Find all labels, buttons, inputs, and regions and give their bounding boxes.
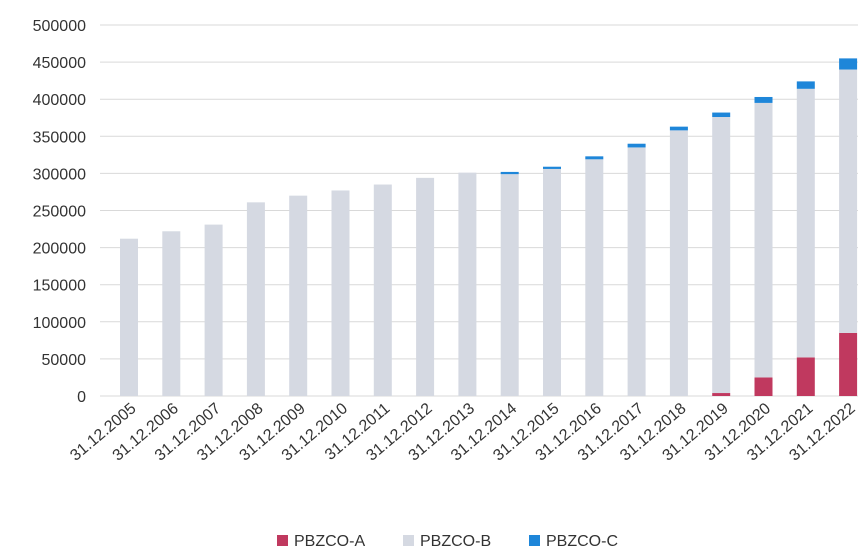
bar-pbzco-b-31.12.2018	[669, 130, 688, 396]
legend-label: PBZCO-C	[546, 533, 618, 550]
y-tick-label: 150000	[33, 278, 86, 295]
grid-lines	[100, 24, 858, 397]
bar-pbzco-b-31.12.2009	[289, 195, 308, 396]
bar-pbzco-c-31.12.2021	[796, 81, 815, 89]
bar-pbzco-c-31.12.2015	[543, 166, 561, 169]
legend-label: PBZCO-A	[294, 533, 365, 550]
bar-pbzco-b-31.12.2010	[331, 190, 350, 396]
bar-pbzco-b-31.12.2008	[246, 202, 265, 396]
bar-pbzco-b-31.12.2006	[162, 231, 181, 396]
bar-pbzco-c-31.12.2014	[500, 171, 519, 175]
legend-label: PBZCO-B	[420, 533, 491, 550]
bar-pbzco-b-31.12.2021	[796, 88, 815, 358]
bar-pbzco-b-31.12.2013	[458, 172, 477, 396]
bar-pbzco-b-31.12.2022	[839, 69, 858, 333]
bar-pbzco-c-31.12.2019	[712, 112, 731, 118]
bar-pbzco-b-31.12.2011	[373, 184, 392, 396]
y-tick-label: 100000	[33, 315, 86, 332]
y-tick-label: 250000	[33, 204, 86, 221]
bar-pbzco-b-31.12.2019	[712, 117, 731, 394]
legend-swatch	[403, 535, 414, 546]
bar-pbzco-b-31.12.2014	[500, 174, 519, 396]
bars	[120, 58, 858, 396]
bar-pbzco-b-31.12.2015	[543, 168, 561, 396]
bar-pbzco-c-31.12.2016	[585, 156, 604, 160]
bar-pbzco-b-31.12.2016	[585, 159, 604, 396]
bar-pbzco-c-31.12.2022	[839, 58, 858, 70]
bar-pbzco-b-31.12.2020	[754, 102, 773, 378]
legend-swatch	[277, 535, 288, 546]
bar-pbzco-b-31.12.2017	[627, 147, 646, 396]
bar-pbzco-a-31.12.2019	[712, 393, 731, 396]
bar-pbzco-c-31.12.2018	[669, 126, 688, 131]
bar-pbzco-c-31.12.2017	[627, 143, 646, 148]
y-tick-label: 0	[77, 389, 86, 406]
bar-pbzco-b-31.12.2012	[416, 177, 435, 396]
x-axis-ticks: 31.12.200531.12.200631.12.200731.12.2008…	[67, 400, 858, 465]
y-axis-ticks: 0 50000 100000 150000 200000 250000 300000 3500…	[33, 18, 86, 406]
legend: PBZCO-A PBZCO-B PBZCO-C	[277, 533, 618, 550]
bar-pbzco-b-31.12.2007	[204, 224, 223, 396]
bar-pbzco-b-31.12.2005	[120, 238, 138, 396]
y-tick-label: 450000	[33, 55, 86, 72]
y-tick-label: 400000	[33, 92, 86, 109]
bar-pbzco-a-31.12.2021	[796, 357, 815, 396]
y-tick-label: 350000	[33, 129, 86, 146]
bar-pbzco-c-31.12.2020	[754, 96, 773, 103]
bar-pbzco-a-31.12.2020	[754, 377, 773, 396]
y-tick-label: 500000	[33, 18, 86, 35]
legend-swatch	[529, 535, 540, 546]
bar-pbzco-a-31.12.2022	[839, 332, 858, 396]
y-tick-label: 50000	[42, 352, 87, 369]
y-tick-label: 300000	[33, 166, 86, 183]
y-tick-label: 200000	[33, 241, 86, 258]
